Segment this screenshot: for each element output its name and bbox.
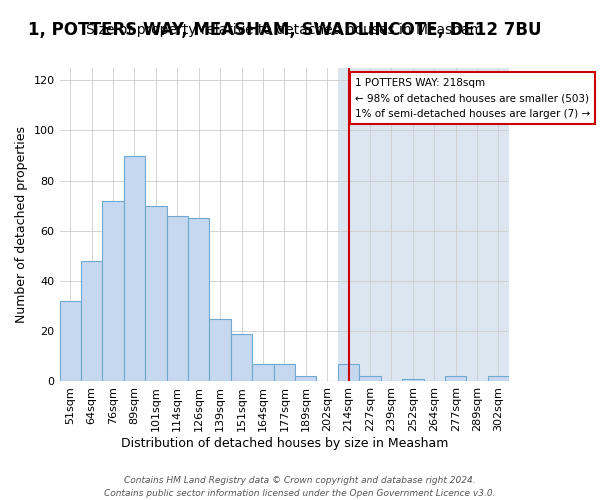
Bar (124, 156, 145, 382)
Bar (188, 218, 209, 382)
Bar (145, 206, 167, 382)
Bar (338, 364, 359, 382)
Y-axis label: Number of detached properties: Number of detached properties (15, 126, 28, 323)
Text: 1 POTTERS WAY: 218sqm
← 98% of detached houses are smaller (503)
1% of semi-deta: 1 POTTERS WAY: 218sqm ← 98% of detached … (355, 78, 590, 119)
Bar (338, 68, 509, 382)
Bar (59, 68, 338, 382)
Bar (103, 200, 124, 382)
Bar (167, 216, 188, 382)
Text: Contains HM Land Registry data © Crown copyright and database right 2024.
Contai: Contains HM Land Registry data © Crown c… (104, 476, 496, 498)
Bar (81, 261, 103, 382)
Bar (445, 376, 466, 382)
Bar (59, 301, 81, 382)
Text: 1, POTTERS WAY, MEASHAM, SWADLINCOTE, DE12 7BU: 1, POTTERS WAY, MEASHAM, SWADLINCOTE, DE… (28, 22, 541, 40)
Title: Size of property relative to detached houses in Measham: Size of property relative to detached ho… (86, 24, 483, 38)
Bar (402, 379, 424, 382)
Bar (231, 334, 252, 382)
Bar (274, 364, 295, 382)
Bar (209, 318, 231, 382)
Bar (488, 376, 509, 382)
Bar (295, 376, 316, 382)
Bar (252, 364, 274, 382)
Bar (359, 376, 381, 382)
X-axis label: Distribution of detached houses by size in Measham: Distribution of detached houses by size … (121, 437, 448, 450)
